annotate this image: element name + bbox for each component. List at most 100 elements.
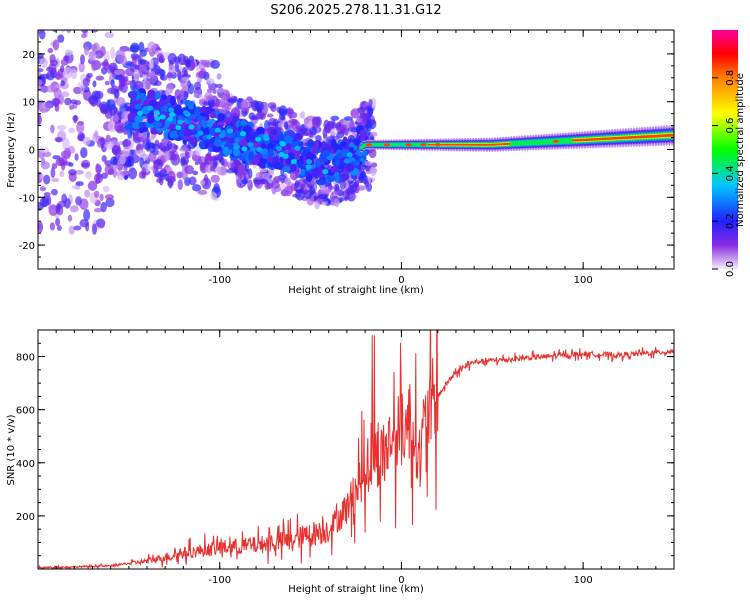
spectral-blob: [209, 165, 216, 172]
spectral-blob: [85, 11, 93, 22]
spectral-blob: [210, 192, 217, 200]
spectral-blob: [250, 115, 258, 121]
spectral-blob: [74, 6, 84, 15]
spectral-peak: [343, 158, 350, 164]
spectral-blob: [140, 126, 149, 133]
spectral-blob: [44, 11, 49, 20]
spectral-blob: [185, 100, 195, 107]
spectral-blob: [47, 48, 54, 54]
spectral-blob: [160, 105, 166, 112]
spectrogram-ylabel: Frequency (Hz): [6, 112, 17, 188]
spectral-peak: [255, 136, 262, 142]
spectral-blob: [38, 113, 42, 125]
tonal-peak: [420, 143, 427, 147]
spectral-blob: [204, 106, 214, 114]
spectral-blob: [78, 62, 85, 73]
tonal-peak: [405, 143, 412, 147]
spectral-blob: [329, 165, 339, 173]
spectral-blob: [343, 196, 348, 202]
spectral-blob: [370, 131, 378, 137]
spectral-blob: [172, 106, 182, 114]
spectral-peak: [294, 145, 301, 151]
spectral-blob: [317, 194, 328, 200]
snr-panel: -100 0 100 200 400 600 800 Height of straight …: [6, 329, 675, 595]
spectral-blob: [183, 69, 189, 77]
spectral-blob: [185, 151, 190, 157]
spectral-blob: [149, 58, 154, 69]
spectral-blob: [75, 196, 83, 206]
spectral-blob: [63, 0, 68, 9]
spectral-blob: [48, 63, 57, 73]
x-tick-label: 0: [398, 575, 404, 586]
spectral-blob: [240, 120, 247, 126]
spectral-blob: [216, 166, 227, 176]
spectral-blob: [43, 8, 52, 18]
spectral-blob: [108, 104, 117, 117]
tonal-peak: [552, 139, 559, 143]
spectral-blob: [81, 30, 88, 34]
spectral-blob: [165, 83, 174, 95]
spectral-blob: [83, 209, 91, 221]
spectral-blob: [364, 180, 370, 187]
spectral-blob: [133, 69, 140, 81]
spectral-blob: [80, 147, 88, 159]
spectral-peak: [306, 159, 313, 165]
spectral-blob: [51, 5, 55, 16]
tonal-peak: [365, 143, 372, 147]
spectral-peak: [154, 116, 161, 122]
spectral-blob: [148, 143, 156, 153]
spectral-blob: [340, 172, 350, 181]
spectral-blob: [177, 69, 182, 81]
spectral-blob: [213, 157, 218, 169]
spectral-blob: [116, 163, 124, 171]
spectral-peak: [177, 119, 184, 125]
chart-title: S206.2025.278.11.31.G12: [270, 3, 441, 18]
spectral-blob: [267, 154, 274, 163]
spectral-blob: [330, 138, 337, 149]
spectral-blob: [173, 144, 179, 150]
spectral-blob: [259, 112, 266, 120]
spectral-blob: [74, 100, 82, 106]
spectral-blob: [255, 171, 264, 180]
spectral-blob: [167, 170, 176, 182]
spectral-blob: [74, 30, 77, 31]
spectral-blob: [47, 10, 53, 14]
spectral-blob: [55, 23, 59, 27]
spectral-blob: [184, 164, 195, 175]
spectral-blob: [58, 23, 67, 27]
spectral-blob: [221, 102, 230, 114]
spectral-peak: [147, 105, 154, 111]
spectral-blob: [254, 100, 264, 111]
spectral-blob: [217, 112, 225, 122]
spectral-blob: [291, 118, 298, 126]
spectral-blob: [91, 223, 98, 235]
spectral-blob: [54, 17, 62, 27]
spectral-blob: [74, 153, 79, 161]
spectral-blob: [84, 171, 92, 179]
spectral-blob: [147, 89, 156, 99]
spectral-blob: [139, 59, 147, 65]
spectral-blob: [102, 24, 108, 29]
spectral-blob: [86, 72, 93, 78]
spectral-blob: [79, 219, 89, 228]
spectral-blob: [40, 0, 46, 7]
spectral-peak: [305, 164, 312, 170]
spectral-peak: [209, 118, 216, 124]
spectral-blob: [39, 73, 50, 80]
spectral-blob: [195, 65, 200, 72]
spectral-blob: [104, 194, 114, 200]
spectral-blob: [161, 94, 168, 101]
spectral-blob: [295, 188, 305, 201]
spectral-blob: [199, 68, 207, 77]
spectral-blob: [91, 11, 101, 21]
spectral-blob: [112, 114, 119, 124]
spectral-blob: [149, 76, 158, 84]
spectral-blob: [38, 0, 46, 7]
spectral-blob: [370, 162, 378, 168]
colorbar-tick-label: 0.0: [725, 261, 736, 277]
spectral-blob: [92, 80, 97, 88]
spectral-blob: [75, 181, 84, 187]
spectral-blob: [107, 121, 118, 133]
spectral-blob: [128, 93, 137, 99]
